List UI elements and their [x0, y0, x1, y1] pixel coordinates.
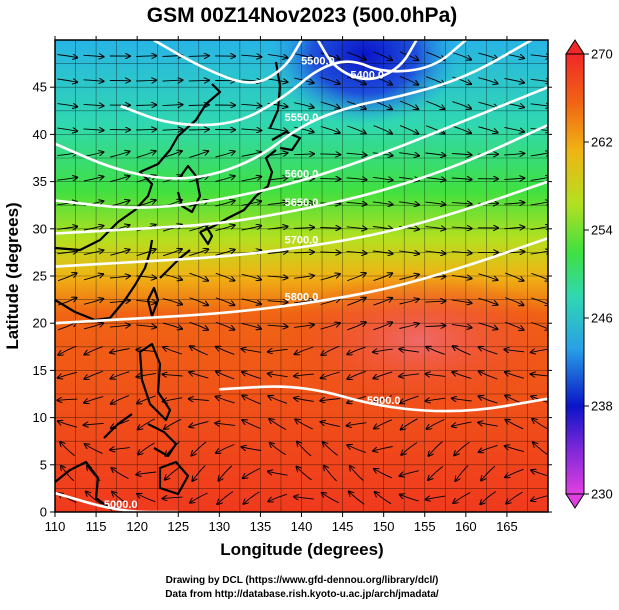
streamline-arrow — [189, 80, 209, 81]
colorbar-tick-label: 262 — [591, 135, 613, 150]
contour-label: 5400.0 — [350, 70, 384, 82]
colorbar: 230 238 246 254 262 270 — [566, 40, 613, 508]
contour-label: 5800.0 — [285, 291, 319, 303]
y-tick-label: 15 — [33, 363, 47, 378]
colorbar-tick-label: 270 — [591, 47, 613, 62]
x-tick-label: 165 — [496, 519, 518, 534]
x-tick-label: 110 — [45, 519, 66, 534]
y-tick-label: 45 — [33, 80, 47, 95]
contour-label: 5600.0 — [285, 169, 319, 181]
x-tick-label: 130 — [208, 519, 230, 534]
x-tick-label: 140 — [291, 519, 313, 534]
colorbar-tick-label: 254 — [591, 223, 613, 238]
y-tick-label: 40 — [33, 127, 47, 142]
x-tick-label: 135 — [250, 519, 272, 534]
contour-label: 5900.0 — [367, 395, 401, 407]
x-axis-label: Longitude (degrees) — [220, 540, 383, 559]
y-tick-label: 25 — [33, 269, 47, 284]
contour-label: 5700.0 — [285, 235, 319, 247]
y-tick-label: 10 — [33, 410, 47, 425]
colorbar-max-arrow — [566, 40, 584, 54]
colorbar-tick-label: 238 — [591, 399, 613, 414]
colorbar-ramp — [566, 54, 584, 494]
colorbar-min-arrow — [566, 494, 584, 508]
credit-drawing: Drawing by DCL (https://www.gfd-dennou.o… — [166, 575, 439, 586]
y-tick-label: 30 — [33, 221, 47, 236]
x-tick-label: 120 — [126, 519, 148, 534]
chart-title: GSM 00Z14Nov2023 (500.0hPa) — [147, 4, 458, 27]
y-axis-label: Latitude (degrees) — [3, 202, 22, 349]
x-tick-label: 160 — [455, 519, 477, 534]
x-tick-label: 145 — [332, 519, 354, 534]
y-tick-label: 0 — [40, 505, 47, 520]
x-tick-label: 150 — [373, 519, 395, 534]
y-tick-label: 35 — [33, 174, 47, 189]
credit-data-source: Data from http://database.rish.kyoto-u.a… — [165, 589, 439, 600]
streamline-arrow — [189, 129, 209, 130]
colorbar-ticks: 230 238 246 254 262 270 — [584, 47, 613, 502]
colorbar-tick-label: 230 — [591, 487, 613, 502]
x-tick-label: 125 — [167, 519, 189, 534]
y-tick-label: 5 — [40, 457, 47, 472]
plot-area: 5000.0 5900.0 5800.0 5700.0 5650.0 5600.0 5550… — [55, 0, 560, 512]
contour-label: 5650.0 — [285, 197, 319, 209]
x-tick-label: 115 — [86, 519, 107, 534]
y-tick-label: 20 — [33, 316, 47, 331]
contour-label: 5550.0 — [285, 112, 319, 124]
contour-label: 5000.0 — [104, 499, 138, 511]
x-tick-label: 155 — [414, 519, 436, 534]
colorbar-tick-label: 246 — [591, 311, 613, 326]
